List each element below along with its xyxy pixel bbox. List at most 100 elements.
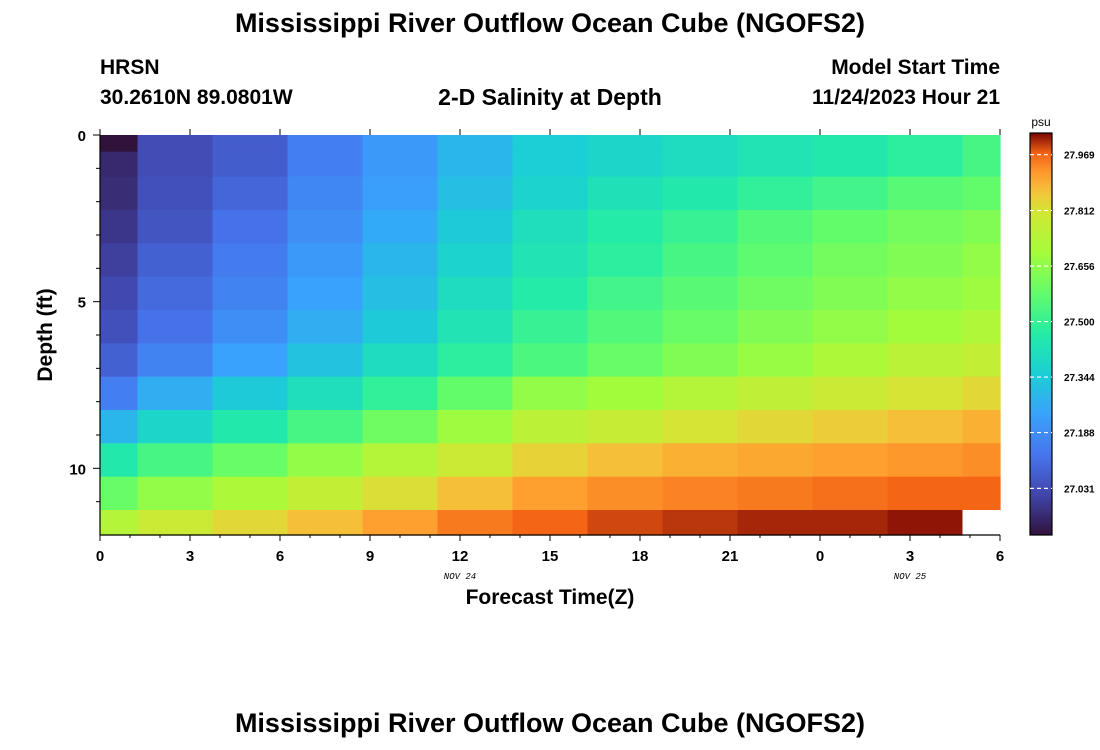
heatmap-cell — [587, 410, 664, 444]
heatmap-cell — [212, 176, 289, 211]
x-date-label: NOV 25 — [894, 572, 927, 582]
heatmap-cell — [512, 210, 589, 244]
heatmap-cell — [587, 135, 664, 153]
heatmap-cell — [100, 443, 139, 478]
heatmap-cell — [662, 210, 739, 244]
heatmap-cell — [437, 135, 514, 153]
heatmap-cell — [812, 176, 889, 211]
x-date-label: NOV 24 — [444, 572, 476, 582]
heatmap-cell — [662, 243, 739, 278]
y-axis-label: Depth (ft) — [34, 288, 57, 381]
heatmap-cell — [737, 176, 814, 211]
heatmap-cell — [587, 210, 664, 244]
heatmap-cell — [137, 443, 214, 478]
heatmap-cell — [587, 151, 664, 178]
heatmap-cell — [812, 210, 889, 244]
heatmap-cell — [212, 476, 289, 511]
heatmap-cell — [362, 510, 439, 536]
x-tick-label: 0 — [816, 548, 824, 565]
heatmap-cell — [962, 376, 1001, 411]
heatmap-cell — [287, 510, 364, 536]
heatmap-cell — [887, 343, 964, 378]
heatmap-cell — [962, 510, 1001, 536]
colorbar-tick-label: 27.031 — [1064, 484, 1095, 495]
colorbar-tick-label: 27.344 — [1064, 373, 1095, 384]
heatmap-cell — [362, 376, 439, 411]
heatmap-cell — [887, 243, 964, 278]
heatmap-cell — [100, 310, 139, 344]
heatmap-cell — [287, 276, 364, 311]
heatmap-cell — [887, 135, 964, 153]
model-start-label: Model Start Time — [831, 56, 1000, 79]
heatmap-cell — [437, 376, 514, 411]
heatmap-cell — [887, 410, 964, 444]
heatmap-cell — [812, 310, 889, 344]
heatmap-cell — [287, 310, 364, 344]
heatmap-cell — [137, 376, 214, 411]
model-start-time: 11/24/2023 Hour 21 — [812, 86, 1000, 109]
heatmap-cell — [737, 310, 814, 344]
heatmap-cell — [962, 476, 1001, 511]
heatmap-cell — [587, 276, 664, 311]
heatmap-cell — [100, 135, 139, 153]
heatmap-cell — [587, 176, 664, 211]
heatmap-cell — [812, 410, 889, 444]
footer-title: Mississippi River Outflow Ocean Cube (NG… — [234, 708, 866, 738]
axes: 0 3 6 9 12 15 18 21 0 3 6 NOV 24 NOV 25 0 5 10 — [69, 128, 1004, 582]
heatmap-cell — [362, 243, 439, 278]
heatmap-cell — [137, 243, 214, 278]
heatmap-cell — [737, 276, 814, 311]
heatmap-cell — [100, 176, 139, 211]
heatmap-cell — [737, 210, 814, 244]
heatmap-cell — [137, 176, 214, 211]
heatmap-cell — [587, 510, 664, 536]
heatmap-cell — [212, 135, 289, 153]
heatmap-cell — [437, 276, 514, 311]
heatmap-cell — [362, 176, 439, 211]
heatmap-cell — [887, 476, 964, 511]
heatmap-cell — [737, 135, 814, 153]
heatmap-cell — [962, 276, 1001, 311]
colorbar-tick-label: 27.656 — [1064, 262, 1095, 273]
x-tick-label: 3 — [906, 548, 914, 565]
heatmap-cell — [287, 135, 364, 153]
heatmap-cell — [362, 343, 439, 378]
heatmap-cell — [137, 410, 214, 444]
heatmap-cell — [962, 310, 1001, 344]
y-tick-label: 5 — [78, 295, 86, 312]
heatmap-cell — [287, 476, 364, 511]
heatmap-cell — [362, 151, 439, 178]
heatmap-cell — [137, 510, 214, 536]
colorbar-unit: psu — [1031, 115, 1050, 129]
heatmap-cell — [137, 210, 214, 244]
heatmap-cell — [812, 510, 889, 536]
heatmap-cell — [962, 443, 1001, 478]
x-tick-label: 6 — [276, 548, 284, 565]
heatmap-cell — [100, 476, 139, 511]
heatmap-cell — [587, 310, 664, 344]
heatmap-cell — [212, 310, 289, 344]
heatmap-cell — [737, 410, 814, 444]
heatmap-cell — [962, 135, 1001, 153]
heatmap-cell — [662, 476, 739, 511]
heatmap-cell — [137, 276, 214, 311]
station-name: HRSN — [100, 56, 160, 79]
heatmap-cell — [962, 410, 1001, 444]
heatmap-cell — [662, 410, 739, 444]
heatmap-cell — [662, 376, 739, 411]
heatmap-cell — [812, 276, 889, 311]
heatmap-cell — [362, 476, 439, 511]
page-title: Mississippi River Outflow Ocean Cube (NG… — [234, 8, 866, 38]
x-tick-label: 15 — [542, 548, 559, 565]
x-tick-label: 3 — [186, 548, 194, 565]
heatmap-cell — [962, 151, 1001, 178]
heatmap-cell — [737, 510, 814, 536]
heatmap-cell — [587, 343, 664, 378]
heatmap-cell — [137, 310, 214, 344]
heatmap-cell — [512, 151, 589, 178]
heatmap-cell — [662, 176, 739, 211]
heatmap-cell — [287, 343, 364, 378]
heatmap-cell — [212, 151, 289, 178]
heatmap-cell — [812, 476, 889, 511]
heatmap-cell — [512, 276, 589, 311]
